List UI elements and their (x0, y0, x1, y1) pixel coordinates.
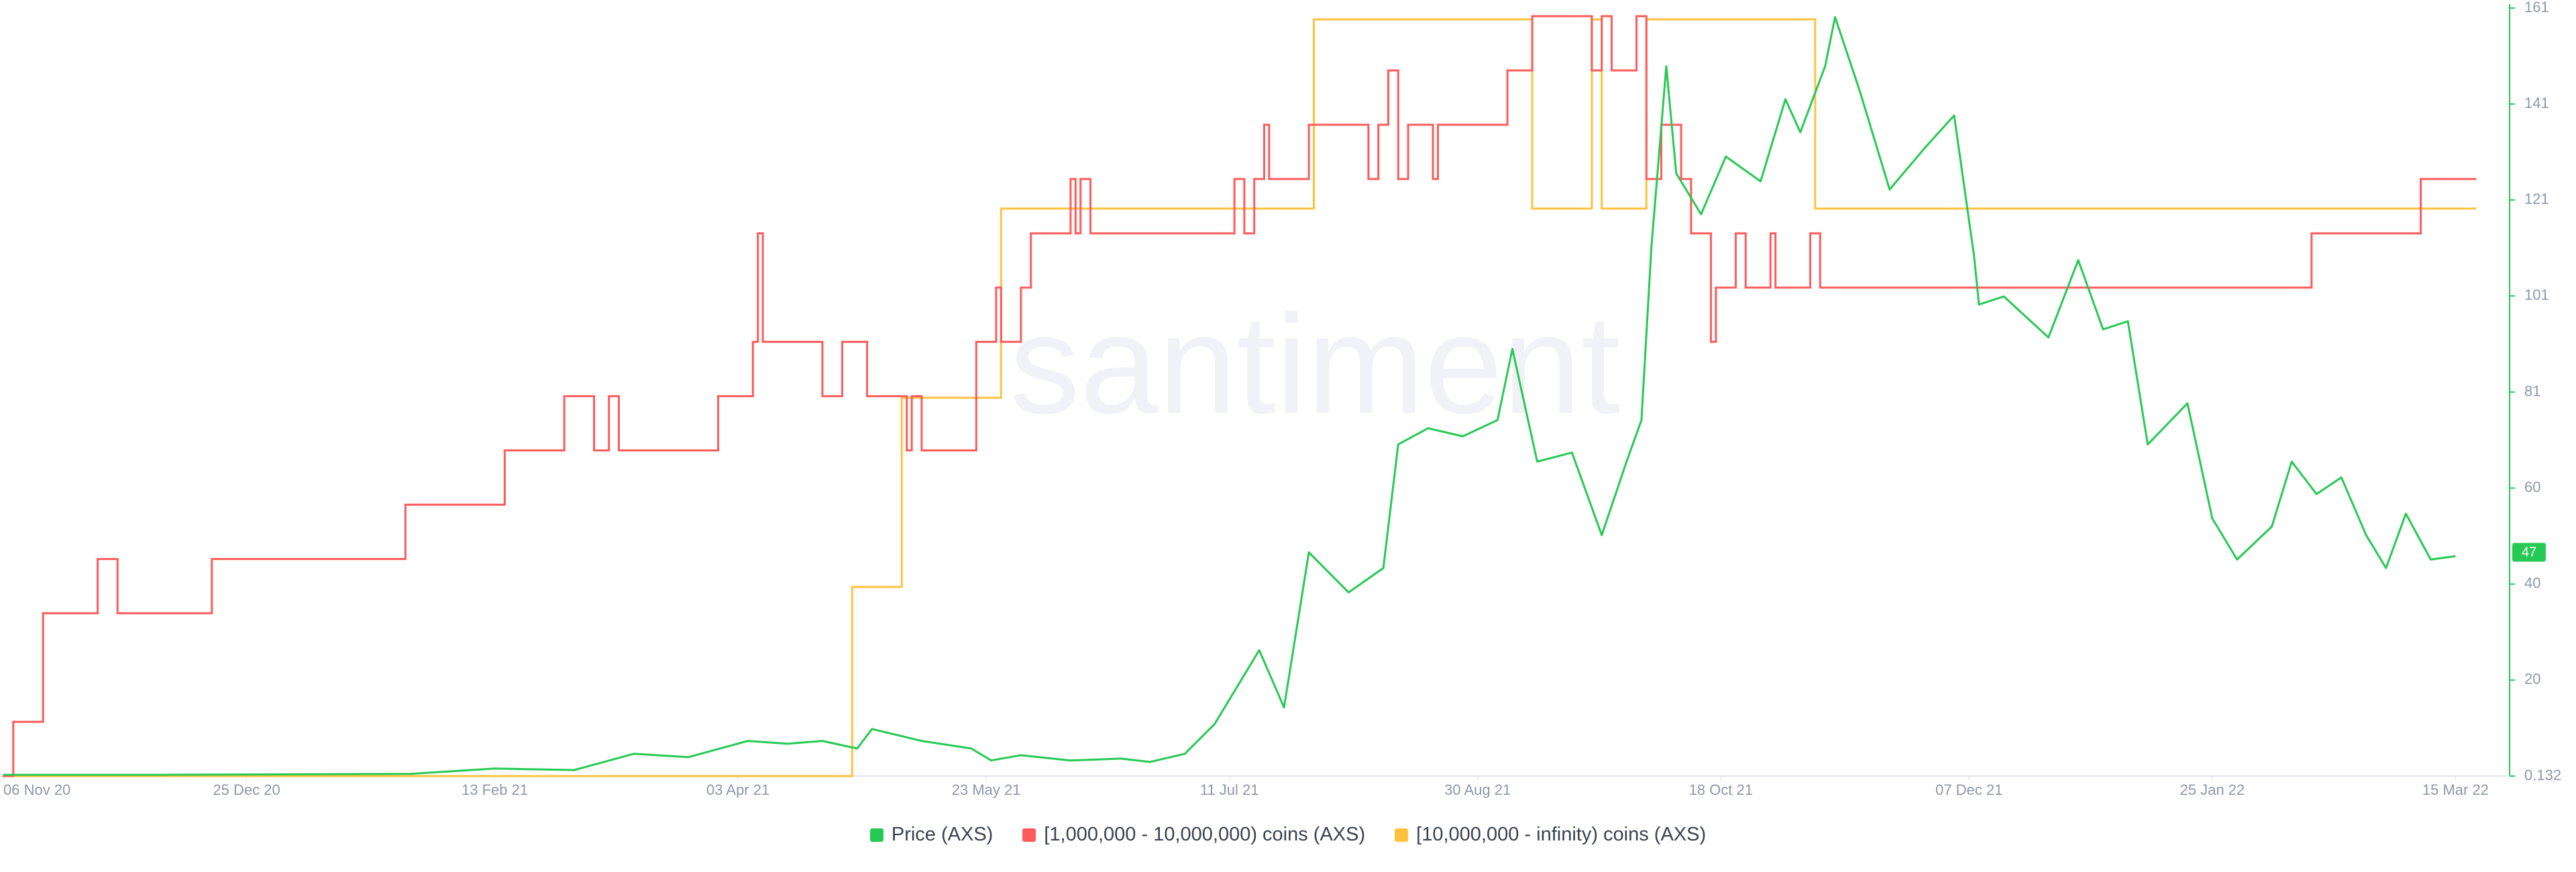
x-tick-label: 11 Jul 21 (1200, 781, 1259, 798)
legend-swatch (1395, 828, 1409, 842)
watermark: santiment (1010, 285, 1620, 443)
current-value-badge (2512, 543, 2546, 562)
series-0 (3, 16, 2456, 776)
legend-swatch (869, 828, 883, 842)
x-tick-label: 23 May 21 (952, 781, 1021, 798)
x-tick-label: 03 Apr 21 (706, 781, 769, 798)
y-tick-label: 60 (2524, 478, 2540, 495)
legend-item[interactable]: [10,000,000 - infinity) coins (AXS) (1395, 824, 1706, 846)
y-tick-label: 101 (2524, 286, 2549, 303)
x-tick-label: 13 Feb 21 (462, 781, 528, 798)
x-tick-label: 25 Dec 20 (213, 781, 280, 798)
x-tick-label: 15 Mar 22 (2422, 781, 2489, 798)
y-tick-label: 81 (2524, 382, 2540, 399)
y-tick-label: 40 (2524, 575, 2540, 592)
price-line (3, 16, 2456, 776)
y-tick-label: 141 (2524, 95, 2549, 111)
y-tick-label: 121 (2524, 190, 2549, 207)
x-tick-label: 18 Oct 21 (1689, 781, 1753, 798)
legend: Price (AXS) [1,000,000 - 10,000,000) coin… (0, 824, 2576, 846)
y-tick-label: 161 (2524, 0, 2549, 15)
legend-label: [1,000,000 - 10,000,000) coins (AXS) (1044, 824, 1366, 845)
x-tick-label: 07 Dec 21 (1935, 781, 2002, 798)
legend-item[interactable]: [1,000,000 - 10,000,000) coins (AXS) (1022, 824, 1365, 846)
x-tick-label: 30 Aug 21 (1444, 781, 1511, 798)
y-tick-label: 0.132 (2524, 767, 2561, 783)
y-tick-label: 20 (2524, 671, 2540, 688)
legend-swatch (1022, 828, 1036, 842)
legend-item[interactable]: Price (AXS) (869, 824, 994, 846)
chart: santiment 0.132 20 40 60 81 101 121 141 161 06 No… (2, 0, 2561, 798)
series-1 (2, 15, 2477, 777)
x-tick-label: 25 Jan 22 (2180, 781, 2245, 798)
legend-label: Price (AXS) (891, 824, 994, 845)
x-tick-label: 06 Nov 20 (3, 781, 70, 798)
legend-label: [10,000,000 - infinity) coins (AXS) (1416, 824, 1707, 845)
current-value-label: 47 (2522, 545, 2536, 560)
